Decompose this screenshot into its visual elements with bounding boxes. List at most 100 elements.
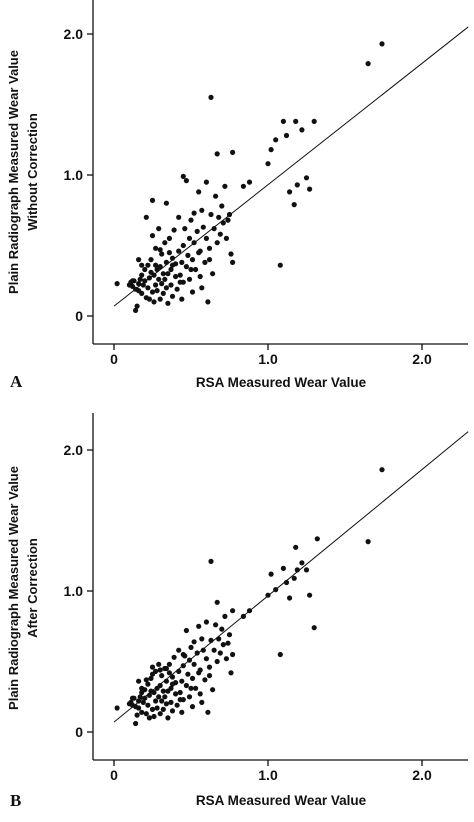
data-point — [160, 271, 166, 277]
data-point — [162, 276, 168, 282]
data-point — [180, 173, 186, 179]
data-point — [171, 654, 177, 660]
y-tick-label: 1.0 — [64, 167, 84, 183]
data-point — [213, 622, 219, 628]
data-point — [185, 252, 191, 258]
data-point — [165, 271, 171, 277]
data-point — [185, 671, 191, 677]
data-point — [163, 200, 169, 206]
data-point — [205, 709, 211, 715]
data-point — [136, 698, 142, 704]
data-point — [293, 544, 299, 550]
data-point — [208, 558, 214, 565]
data-point — [114, 705, 120, 711]
data-point — [154, 705, 160, 711]
data-point — [216, 636, 222, 642]
data-point — [294, 567, 300, 573]
data-point — [246, 608, 253, 614]
data-point — [133, 720, 139, 727]
data-point — [169, 674, 176, 680]
data-point — [139, 262, 145, 268]
data-point — [142, 278, 148, 284]
data-point — [163, 285, 169, 291]
data-point — [176, 248, 182, 254]
data-point — [228, 670, 234, 676]
data-point — [280, 118, 286, 124]
data-point — [197, 248, 203, 254]
data-point — [146, 296, 152, 302]
data-point — [205, 299, 211, 305]
data-point — [140, 282, 146, 288]
data-point — [191, 639, 197, 645]
data-point — [230, 149, 236, 155]
data-point — [213, 193, 219, 199]
data-point — [160, 688, 166, 694]
data-point — [169, 262, 176, 268]
data-point — [157, 667, 163, 673]
data-point — [208, 211, 214, 218]
data-point — [168, 266, 174, 273]
panel-label: B — [10, 791, 21, 810]
data-point — [159, 698, 165, 704]
data-point — [146, 715, 152, 721]
x-tick-label: 2.0 — [412, 351, 432, 367]
data-point — [165, 300, 171, 306]
data-point — [280, 565, 286, 572]
data-point — [183, 178, 189, 184]
data-point — [143, 677, 149, 683]
data-point — [139, 685, 145, 691]
data-point — [202, 677, 208, 683]
y-tick-label: 2.0 — [64, 26, 84, 42]
data-point — [182, 226, 188, 232]
data-point — [139, 709, 145, 715]
x-tick-label: 0 — [110, 767, 118, 783]
data-point — [162, 240, 168, 246]
data-point — [129, 278, 136, 284]
data-point — [197, 273, 203, 280]
y-tick-label: 2.0 — [64, 442, 84, 458]
data-point — [217, 231, 223, 237]
data-point — [163, 259, 169, 265]
x-tick-label: 1.0 — [258, 767, 278, 783]
data-point — [136, 281, 142, 287]
data-point — [222, 183, 228, 189]
data-point — [307, 592, 313, 598]
data-point — [220, 220, 226, 226]
data-point — [193, 266, 199, 273]
data-point — [211, 647, 217, 653]
x-axis-label: RSA Measured Wear Value — [196, 375, 367, 390]
regression-line — [113, 431, 469, 723]
data-point — [145, 285, 151, 291]
data-point — [188, 685, 194, 691]
data-point — [186, 694, 193, 700]
data-point — [160, 706, 166, 713]
data-point — [307, 186, 313, 192]
data-point — [202, 259, 208, 265]
y-tick-label: 1.0 — [64, 583, 84, 599]
data-point — [129, 695, 136, 701]
data-point — [183, 682, 189, 689]
data-point — [226, 211, 233, 218]
data-point — [379, 41, 385, 47]
data-point — [191, 661, 197, 667]
data-point — [173, 273, 179, 280]
data-point — [145, 681, 151, 687]
data-point — [169, 255, 176, 261]
data-point — [114, 281, 120, 287]
data-point — [214, 240, 220, 246]
data-point — [194, 228, 200, 234]
data-point — [143, 214, 149, 220]
data-point — [156, 661, 162, 667]
data-point — [157, 296, 163, 302]
data-point — [219, 203, 225, 209]
data-point — [169, 708, 176, 714]
data-point — [287, 595, 293, 601]
data-point — [265, 592, 271, 598]
data-point — [174, 286, 180, 292]
data-point — [153, 698, 159, 704]
data-point — [157, 711, 163, 717]
data-point — [225, 217, 231, 223]
data-point — [143, 711, 149, 717]
data-point — [230, 651, 236, 658]
data-point — [137, 276, 143, 282]
